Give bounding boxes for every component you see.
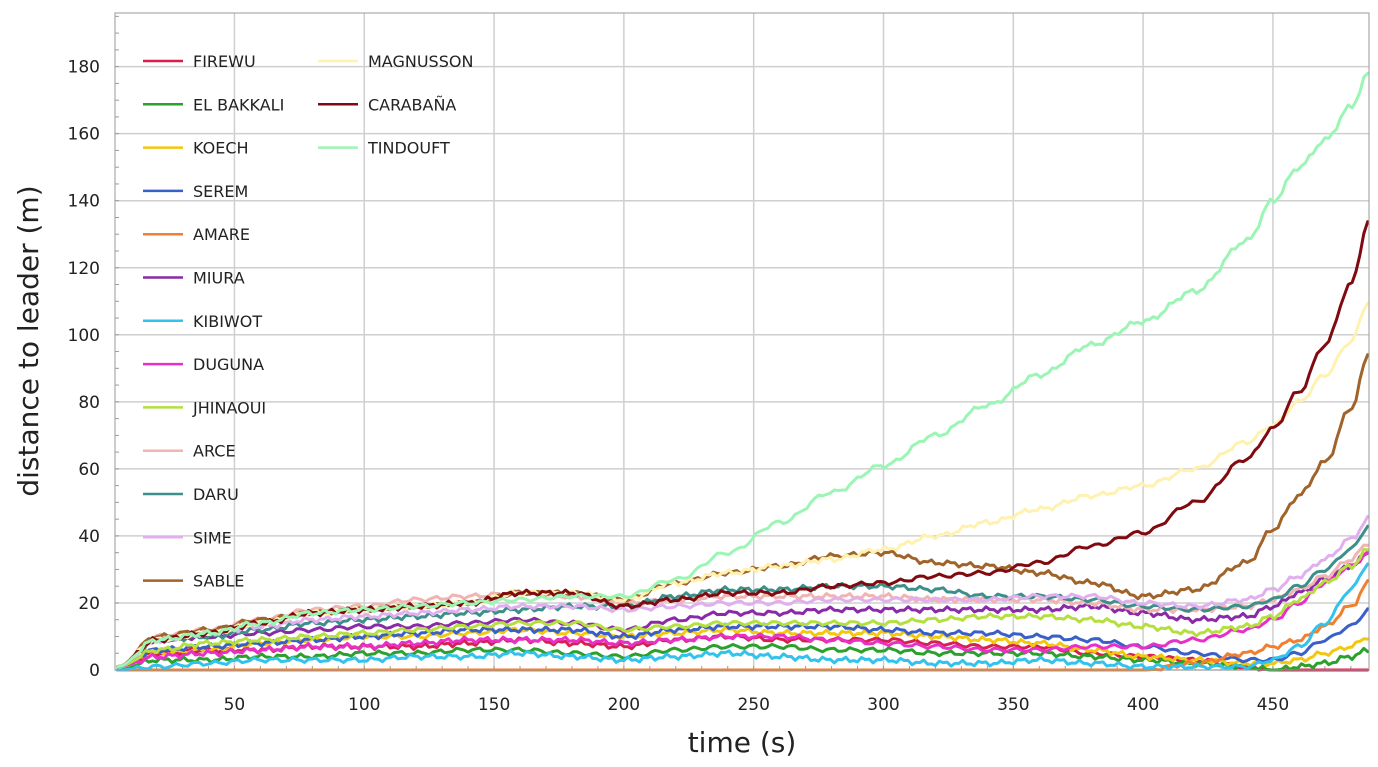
x-tick-labels: 50 100 150 200 250 300 350 400 450 [224,695,1290,715]
legend-item: KOECH [143,139,249,158]
legend-label: FIREWU [193,52,256,71]
legend-label: SABLE [193,572,244,591]
legend-item: FIREWU [143,52,256,71]
legend-label: CARABAÑA [368,95,456,114]
series-lines [116,71,1370,672]
legend-item: SABLE [143,572,244,591]
legend-label: DARU [193,485,239,504]
y-tick-label: 80 [78,393,100,413]
legend-item: ARCE [143,442,236,461]
x-tick-label: 50 [224,695,246,715]
y-tick-label: 0 [89,661,100,681]
x-tick-label: 450 [1257,695,1289,715]
legend-item: MAGNUSSON [318,52,473,71]
series-line-sime [116,515,1370,669]
series-line-jhinaoui [116,548,1370,669]
legend-label: ARCE [193,442,236,461]
legend-label: SEREM [193,182,248,201]
series-line-magnusson [116,301,1370,669]
legend-label: TINDOUFT [367,139,450,158]
legend-label: MIURA [193,269,245,288]
series-line-duguna [116,550,1370,669]
legend-label: AMARE [193,225,250,244]
legend-item: TINDOUFT [318,139,450,158]
plot-background [115,13,1369,670]
y-tick-label: 100 [68,326,100,346]
y-tick-label: 140 [68,192,100,212]
legend-label: KIBIWOT [193,312,262,331]
legend-item: DUGUNA [143,355,264,374]
legend-item: EL BAKKALI [143,95,284,114]
y-tick-label: 20 [78,594,100,614]
series-line-tindouft [116,71,1370,669]
y-tick-label: 60 [78,460,100,480]
x-tick-label: 350 [997,695,1029,715]
y-tick-label: 160 [68,125,100,145]
legend-item: MIURA [143,269,245,288]
legend-label: JHINAOUI [192,398,266,417]
x-tick-label: 200 [608,695,640,715]
y-axis-title: distance to leader (m) [12,185,45,496]
x-axis-title: time (s) [688,726,797,759]
x-tick-label: 300 [867,695,899,715]
series-line-el-bakkali [116,642,1370,672]
series-line-kibiwot [116,562,1370,672]
legend-label: SIME [193,528,232,547]
legend-label: KOECH [193,139,249,158]
legend-label: DUGUNA [193,355,264,374]
y-tick-label: 120 [68,259,100,279]
x-tick-label: 100 [348,695,380,715]
legend-item: SIME [143,528,232,547]
x-tick-label: 150 [478,695,510,715]
legend-label: EL BAKKALI [193,95,284,114]
legend-item: DARU [143,485,239,504]
plot-frame [114,12,1370,671]
legend-item: KIBIWOT [143,312,262,331]
y-tick-labels: 0 20 40 60 80 100 120 140 160 180 [68,58,100,681]
series-line-miura [116,551,1370,669]
x-tick-label: 250 [737,695,769,715]
legend-item: JHINAOUI [143,398,266,417]
legend-label: MAGNUSSON [368,52,473,71]
legend: FIREWU EL BAKKALI KOECH SEREM AMARE MIURA KIBI… [143,52,473,591]
x-tick-label: 400 [1127,695,1159,715]
legend-item: AMARE [143,225,250,244]
y-tick-label: 180 [68,58,100,78]
y-tick-label: 40 [78,527,100,547]
legend-item: CARABAÑA [318,95,456,114]
legend-item: SEREM [143,182,248,201]
